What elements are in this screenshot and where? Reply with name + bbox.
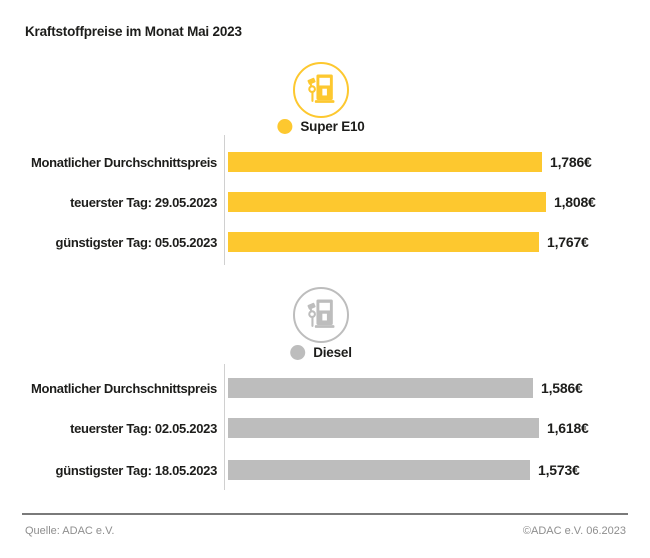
legend-label: Super E10 (300, 118, 365, 134)
fuel-pump-icon (307, 299, 335, 328)
section-diesel: Diesel Monatlicher Durchschnittspreis 1,… (0, 287, 650, 497)
bar (228, 460, 530, 480)
bar (228, 378, 533, 398)
bar (228, 152, 542, 172)
legend-super-e10: Super E10 (277, 117, 365, 135)
row-label: Monatlicher Durchschnittspreis (30, 154, 217, 170)
axis-line (224, 364, 225, 490)
row-label: teuerster Tag: 02.05.2023 (70, 420, 217, 436)
row-label: günstigster Tag: 05.05.2023 (55, 234, 218, 250)
bar-row: Monatlicher Durchschnittspreis 1,786€ (0, 152, 650, 172)
row-label: günstigster Tag: 18.05.2023 (55, 462, 218, 478)
bar-value: 1,767€ (547, 234, 589, 250)
fuel-pump-badge (293, 287, 349, 343)
bar-row: teuerster Tag: 29.05.2023 1,808€ (0, 192, 650, 212)
bar-value: 1,573€ (538, 462, 580, 478)
bar-value: 1,618€ (547, 420, 589, 436)
bar-row: teuerster Tag: 02.05.2023 1,618€ (0, 418, 650, 438)
bar-value: 1,586€ (541, 380, 583, 396)
bar-row: günstigster Tag: 18.05.2023 1,573€ (0, 460, 650, 480)
copyright-text: ©ADAC e.V. 06.2023 (522, 525, 626, 537)
bar (228, 232, 539, 252)
bar-row: Monatlicher Durchschnittspreis 1,586€ (0, 378, 650, 398)
legend-dot (290, 344, 306, 360)
fuel-pump-icon (307, 74, 335, 103)
fuel-pump-badge (293, 62, 349, 118)
row-label: Monatlicher Durchschnittspreis (30, 380, 217, 396)
footer-divider (22, 513, 628, 515)
section-super-e10: Super E10 Monatlicher Durchschnittspreis… (0, 62, 650, 282)
bar (228, 192, 546, 212)
legend-diesel: Diesel (290, 343, 352, 361)
page-title: Kraftstoffpreise im Monat Mai 2023 (25, 24, 242, 39)
bar-row: günstigster Tag: 05.05.2023 1,767€ (0, 232, 650, 252)
legend-dot (277, 118, 293, 134)
axis-line (224, 135, 225, 265)
bar-value: 1,808€ (554, 194, 596, 210)
bar-value: 1,786€ (550, 154, 592, 170)
legend-label: Diesel (313, 344, 352, 360)
bar (228, 418, 539, 438)
row-label: teuerster Tag: 29.05.2023 (70, 194, 217, 210)
source-text: Quelle: ADAC e.V. (25, 525, 115, 537)
